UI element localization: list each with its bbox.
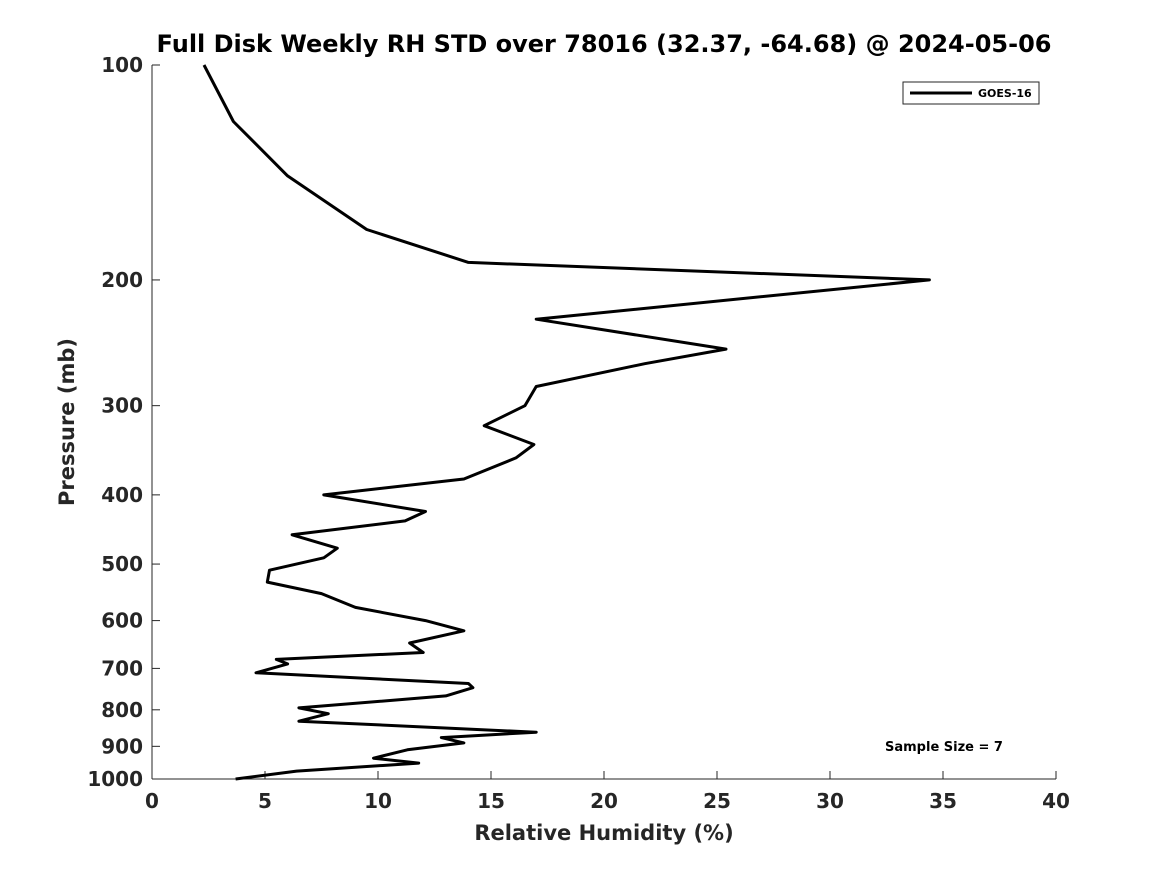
y-tick-label: 200 [101, 268, 143, 292]
x-tick-label: 0 [145, 789, 159, 813]
series-layer [202, 64, 931, 781]
x-tick-label: 30 [816, 789, 844, 813]
y-tick-label: 300 [101, 394, 143, 418]
y-tick-label: 900 [101, 734, 143, 758]
y-tick-label: 700 [101, 656, 143, 680]
plot-area: 0 5 10 15 20 25 30 35 40 100 200 300 400 500 600 700 80… [87, 53, 1070, 813]
y-tick-label: 100 [101, 53, 143, 77]
chart-title: Full Disk Weekly RH STD over 78016 (32.3… [157, 30, 1052, 58]
x-axis-ticks: 0 5 10 15 20 25 30 35 40 [145, 771, 1070, 813]
x-tick-label: 10 [364, 789, 392, 813]
x-tick-label: 40 [1042, 789, 1070, 813]
x-tick-label: 15 [477, 789, 505, 813]
series-line-goes-16 [202, 64, 931, 781]
x-tick-label: 35 [929, 789, 957, 813]
y-tick-label: 500 [101, 552, 143, 576]
y-tick-label: 400 [101, 483, 143, 507]
x-tick-label: 25 [703, 789, 731, 813]
y-tick-label: 600 [101, 609, 143, 633]
y-axis-ticks: 100 200 300 400 500 600 700 800 900 1000 [87, 53, 160, 791]
x-axis-title: Relative Humidity (%) [474, 821, 733, 845]
y-tick-label: 1000 [87, 767, 143, 791]
sample-size-annotation: Sample Size = 7 [885, 740, 1003, 755]
x-tick-label: 20 [590, 789, 618, 813]
y-tick-label: 800 [101, 698, 143, 722]
x-tick-label: 5 [258, 789, 272, 813]
legend-label-goes-16: GOES-16 [978, 87, 1032, 100]
legend: GOES-16 [902, 81, 1040, 105]
y-axis-title: Pressure (mb) [55, 338, 79, 506]
